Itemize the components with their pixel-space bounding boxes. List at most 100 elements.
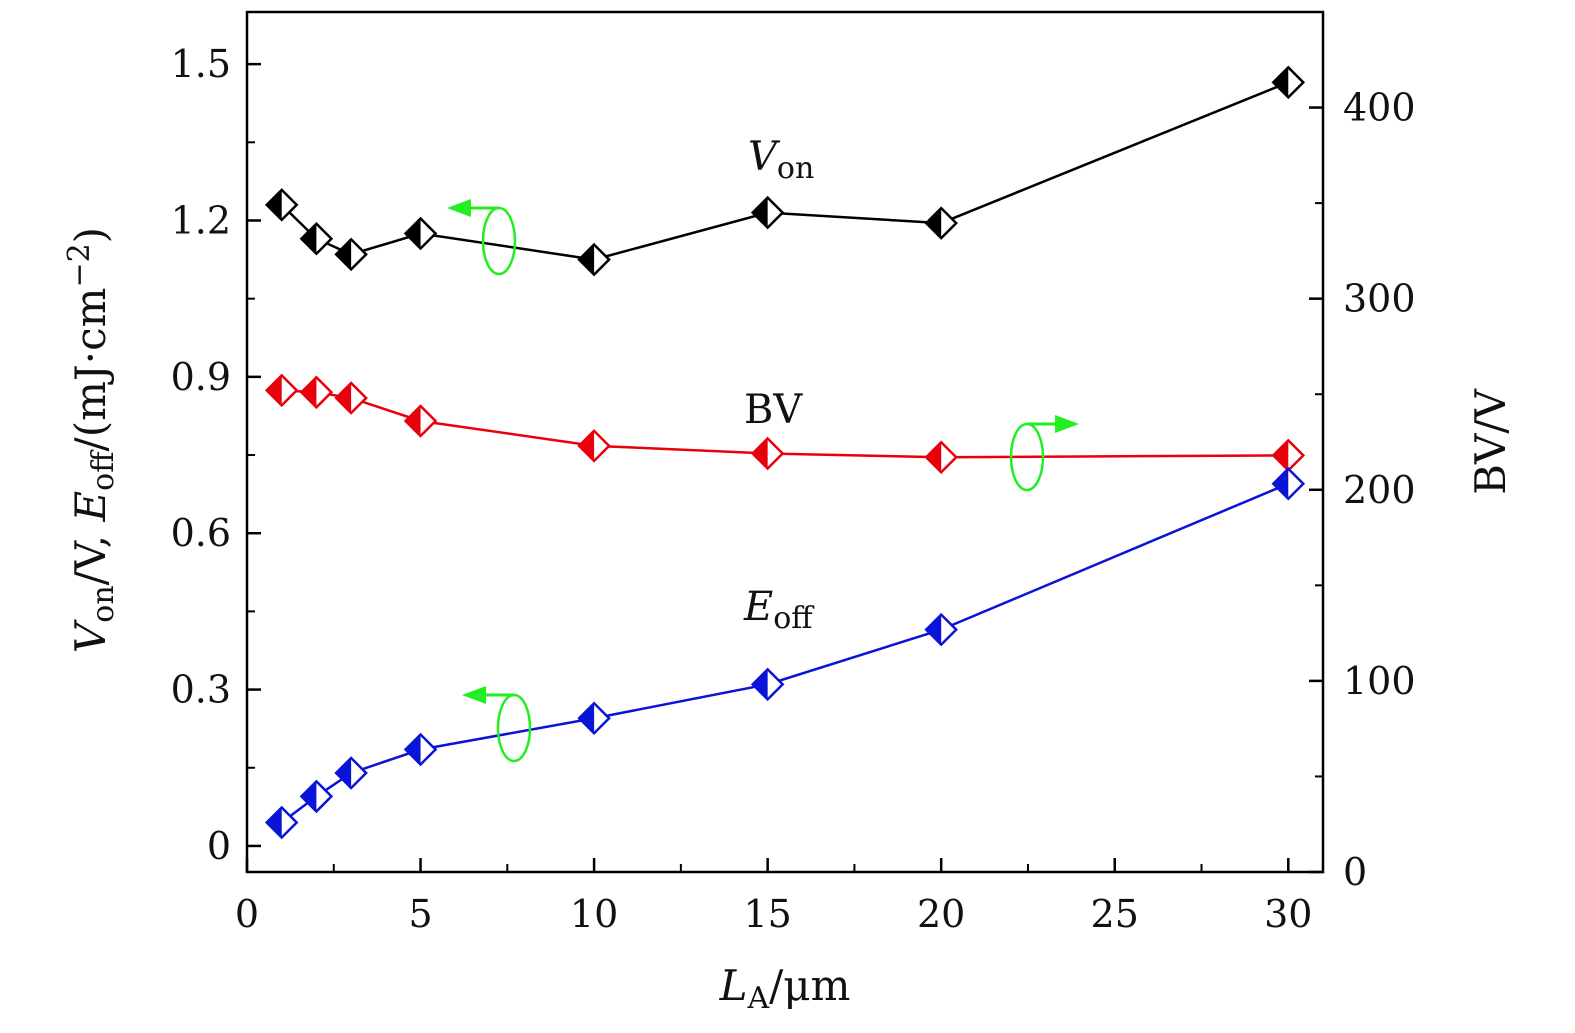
bv-marker-outline: [403, 404, 438, 438]
v-on-marker-outline: [299, 221, 334, 256]
v-on-marker: [750, 195, 785, 230]
left-y-tick-label: 0: [207, 824, 231, 868]
x-tick-label: 25: [1091, 892, 1139, 936]
bv-marker-fill: [1273, 440, 1289, 471]
v-on-marker: [577, 242, 611, 277]
e-off-marker: [577, 701, 611, 736]
e-off-marker-outline: [334, 756, 368, 790]
left-y-axis-title: Von/V, Eoff/(mJ·cm−2): [62, 227, 121, 653]
x-axis-title: LA/μm: [719, 961, 851, 1016]
e-off-marker-fill: [1273, 468, 1289, 499]
v-on-marker-fill: [1273, 67, 1289, 98]
arrow-head: [462, 686, 486, 704]
e-off-marker-fill: [926, 614, 942, 645]
e-off-marker: [1271, 466, 1306, 501]
arrow-head: [1055, 415, 1079, 433]
series-layer: [264, 65, 1306, 840]
e-off-marker-fill: [752, 669, 768, 700]
e-off-marker-outline: [264, 805, 299, 840]
e-off-marker: [750, 667, 785, 702]
bv-marker-fill: [579, 430, 595, 461]
left-y-tick-label: 1.2: [171, 198, 231, 242]
bv-marker-fill: [405, 405, 421, 436]
e-off-marker-fill: [405, 734, 421, 765]
left-y-tick-label: 1.5: [171, 42, 231, 86]
annotation-von: Von: [748, 134, 814, 186]
v-on-marker: [299, 221, 334, 256]
right-y-axis: 0 100 200 300 400: [1309, 11, 1416, 894]
bv-marker-outline: [299, 375, 334, 410]
e-off-marker-fill: [301, 781, 317, 812]
v-on-marker-fill: [336, 239, 352, 270]
bv-right-axis-arrow-icon: [1009, 415, 1079, 492]
v-on-marker-fill: [266, 189, 282, 220]
right-y-tick-label: 400: [1343, 86, 1416, 130]
annotation-bv: BV: [744, 387, 803, 433]
v-on-marker-fill: [301, 223, 317, 254]
e-off-marker-fill: [266, 807, 282, 838]
e-off-marker: [334, 756, 368, 790]
v-on-marker-fill: [752, 197, 768, 228]
v-on-marker: [334, 237, 368, 272]
v-on-marker-outline: [264, 188, 299, 222]
v-on-marker-outline: [924, 206, 958, 240]
bv-marker: [334, 381, 368, 415]
bv-marker-fill: [266, 375, 282, 406]
annotation-eoff: Eoff: [743, 584, 815, 636]
v-on-marker-outline: [750, 195, 785, 230]
left-y-tick-label: 0.9: [171, 355, 231, 399]
x-axis: 0 5 10 15 20 25 30: [235, 858, 1312, 936]
arrow-loop: [496, 693, 532, 763]
v-on-marker-fill: [405, 218, 421, 249]
bv-marker-outline: [334, 381, 368, 415]
bv-marker: [577, 429, 611, 463]
e-off-marker: [264, 805, 299, 840]
v-on-marker-fill: [579, 244, 595, 275]
bv-marker-outline: [264, 373, 299, 408]
v-on-marker-outline: [334, 237, 368, 272]
bv-marker-fill: [301, 377, 317, 408]
x-tick-label: 0: [235, 892, 259, 936]
x-tick-label: 10: [570, 892, 618, 936]
right-y-tick-label: 100: [1343, 659, 1416, 703]
bv-marker: [299, 375, 334, 410]
e-off-marker-fill: [336, 757, 352, 788]
v-on-marker-outline: [403, 216, 438, 251]
e-off-marker-outline: [299, 779, 334, 814]
v-on-marker: [264, 188, 299, 222]
bv-marker-outline: [924, 440, 958, 475]
x-tick-label: 15: [743, 892, 791, 936]
right-y-tick-label: 300: [1343, 277, 1416, 321]
bv-marker-fill: [752, 438, 768, 469]
bv-marker-outline: [577, 429, 611, 463]
x-tick-label: 5: [408, 892, 432, 936]
bv-marker: [924, 440, 958, 475]
v-on-marker-outline: [577, 242, 611, 277]
e-off-marker-outline: [577, 701, 611, 736]
v-on-marker: [403, 216, 438, 251]
x-tick-label: 20: [917, 892, 965, 936]
v-on-marker: [924, 206, 958, 240]
right-y-tick-label: 0: [1343, 850, 1367, 894]
right-y-tick-label: 200: [1343, 468, 1416, 512]
e-off-marker: [924, 612, 958, 647]
left-y-tick-label: 0.6: [171, 511, 231, 555]
left-y-tick-label: 0.3: [171, 668, 231, 712]
bv-marker: [750, 436, 785, 471]
x-tick-label: 30: [1264, 892, 1312, 936]
bv-marker-fill: [926, 442, 942, 473]
bv-marker: [264, 373, 299, 408]
e-off-marker: [403, 732, 438, 767]
von-left-axis-arrow-icon: [447, 199, 517, 276]
plot-frame: [245, 10, 1325, 874]
right-y-axis-title: BV/V: [1466, 388, 1515, 494]
v-on-marker-fill: [926, 208, 942, 239]
eoff-left-axis-arrow-icon: [462, 686, 532, 763]
bv-marker-outline: [750, 436, 785, 471]
bv-marker: [403, 404, 438, 438]
e-off-marker-outline: [924, 612, 958, 647]
left-y-axis: 0 0.3 0.6 0.9 1.2 1.5: [171, 42, 261, 868]
bv-marker: [1271, 438, 1306, 473]
v-on-marker: [1271, 65, 1306, 100]
